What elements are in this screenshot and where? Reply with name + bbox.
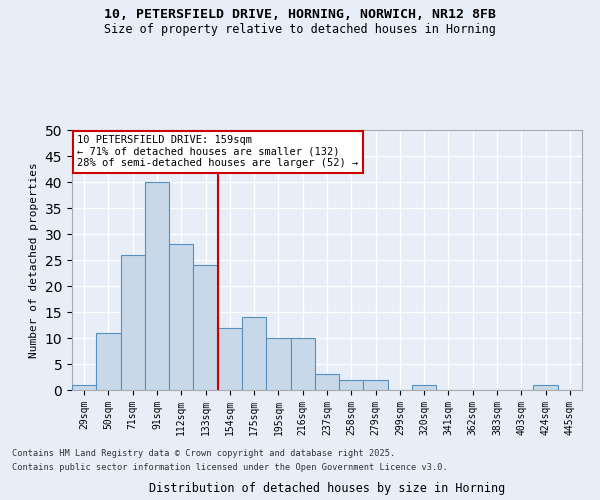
Bar (96, 333, 121, 390)
Bar (364, 380, 388, 390)
Text: 10, PETERSFIELD DRIVE, HORNING, NORWICH, NR12 8FB: 10, PETERSFIELD DRIVE, HORNING, NORWICH,… (104, 8, 496, 20)
Bar (193, 265, 218, 390)
Bar (242, 317, 266, 390)
Bar (145, 182, 169, 390)
Y-axis label: Number of detached properties: Number of detached properties (29, 162, 39, 358)
Bar (412, 385, 436, 390)
Bar (72, 385, 96, 390)
Text: Size of property relative to detached houses in Horning: Size of property relative to detached ho… (104, 22, 496, 36)
Text: 10 PETERSFIELD DRIVE: 159sqm
← 71% of detached houses are smaller (132)
28% of s: 10 PETERSFIELD DRIVE: 159sqm ← 71% of de… (77, 135, 358, 168)
Bar (339, 380, 364, 390)
Bar (121, 255, 145, 390)
Text: Contains public sector information licensed under the Open Government Licence v3: Contains public sector information licen… (12, 464, 448, 472)
Bar (169, 244, 193, 390)
Bar (315, 374, 339, 390)
Text: Contains HM Land Registry data © Crown copyright and database right 2025.: Contains HM Land Registry data © Crown c… (12, 448, 395, 458)
Bar (290, 338, 315, 390)
Bar (533, 385, 558, 390)
Bar (218, 328, 242, 390)
Text: Distribution of detached houses by size in Horning: Distribution of detached houses by size … (149, 482, 505, 495)
Bar (266, 338, 290, 390)
